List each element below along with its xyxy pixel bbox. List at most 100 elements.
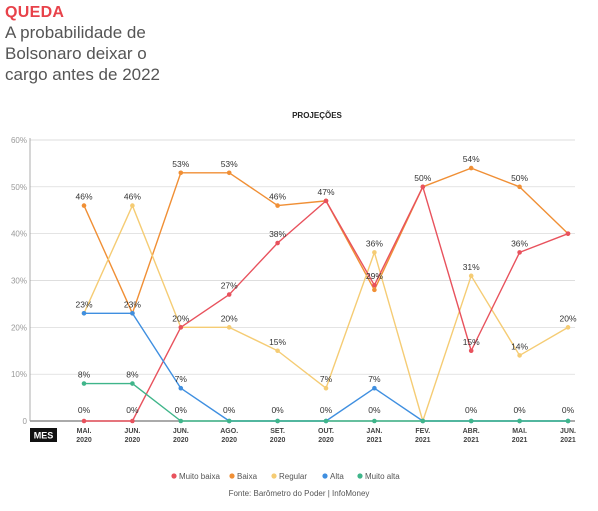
data-label: 23% (75, 299, 92, 309)
data-label: 0% (562, 405, 575, 415)
data-point-muito-baixa (468, 348, 474, 354)
chart-headline: A probabilidade de Bolsonaro deixar o ca… (5, 22, 195, 85)
headline-line-3: cargo antes de 2022 (5, 65, 161, 84)
series-group (81, 165, 571, 424)
data-point-muito-baixa (323, 198, 329, 204)
data-label: 31% (463, 262, 480, 272)
data-point-regular (372, 250, 377, 255)
x-tick-label: OUT. 2020 (318, 428, 334, 444)
data-label: 0% (465, 405, 478, 415)
data-point-baixa (178, 170, 184, 176)
y-tick-label: 10% (11, 370, 27, 379)
data-label: 38% (269, 229, 286, 239)
data-label: 0% (368, 405, 381, 415)
data-point-muito-baixa (565, 231, 571, 236)
data-label: 7% (175, 374, 188, 384)
data-point-muito-alta (565, 418, 571, 424)
data-point-baixa (275, 203, 280, 208)
data-point-regular (275, 348, 280, 354)
legend-swatch (171, 473, 177, 479)
data-point-muito-baixa (275, 240, 280, 246)
data-point-baixa (517, 184, 522, 190)
legend-label: Muito baixa (179, 472, 220, 481)
data-point-muito-alta (517, 418, 522, 424)
source-note: Fonte: Barômetro do Poder | InfoMoney (228, 489, 370, 498)
y-axis-ticks: 0 10% 20% 30% 40% 50% 60% (11, 136, 28, 426)
data-point-muito-baixa (420, 184, 426, 190)
chart-kicker: QUEDA (5, 4, 65, 21)
data-label: 29% (366, 271, 383, 281)
data-label: 20% (559, 313, 576, 323)
data-label: 0% (175, 405, 188, 415)
data-label: 36% (511, 238, 528, 248)
x-tick-label: SET. 2020 (270, 428, 286, 444)
data-point-muito-alta (130, 381, 135, 386)
legend-label: Muito alta (365, 472, 400, 481)
legend-swatch (322, 473, 328, 479)
data-point-muito-alta (81, 381, 87, 386)
data-label: 53% (172, 159, 189, 169)
data-point-muito-alta (323, 418, 329, 424)
data-label: 8% (78, 370, 91, 380)
x-tick-label: FEV. 2021 (415, 428, 431, 444)
data-label: 14% (511, 341, 528, 351)
data-label: 8% (126, 370, 139, 380)
data-label: 0% (223, 405, 236, 415)
data-point-regular (226, 325, 232, 330)
data-label: 0% (513, 405, 526, 415)
x-tick-label: MAI. 2021 (512, 428, 528, 444)
x-tick-label: JUN. 2020 (124, 428, 140, 444)
data-point-regular (565, 325, 571, 330)
y-tick-label: 40% (11, 230, 27, 239)
data-point-regular (517, 353, 522, 358)
data-point-alta (130, 310, 135, 316)
legend-label: Baixa (237, 472, 258, 481)
data-point-muito-alta (420, 418, 426, 424)
data-point-muito-baixa (81, 418, 87, 424)
data-label: 46% (124, 192, 141, 202)
data-point-baixa (372, 287, 377, 293)
data-point-muito-baixa (178, 325, 184, 330)
headline-line-1: A probabilidade de (5, 23, 146, 42)
data-label: 46% (75, 192, 92, 202)
data-label: 46% (269, 192, 286, 202)
data-point-baixa (81, 203, 87, 208)
data-label: 50% (414, 173, 431, 183)
data-point-muito-alta (178, 418, 184, 424)
series-line-muito-baixa (84, 186, 569, 422)
data-point-regular (468, 273, 474, 279)
data-label: 15% (463, 337, 480, 347)
data-point-muito-baixa (130, 418, 135, 424)
data-point-muito-alta (275, 418, 280, 424)
data-label: 27% (221, 281, 238, 291)
data-label: 54% (463, 154, 480, 164)
data-label: 50% (511, 173, 528, 183)
data-point-regular (323, 385, 329, 391)
data-label: 0% (126, 405, 139, 415)
data-point-alta (81, 310, 87, 316)
data-label: 7% (320, 374, 333, 384)
chart-title: PROJEÇÕES (292, 111, 342, 120)
x-tick-label: ABR. 2021 (463, 428, 480, 444)
legend-swatch (271, 473, 277, 479)
x-tick-label: JUN. 2020 (173, 428, 189, 444)
x-axis-label: MES (34, 431, 54, 441)
data-label: 0% (320, 405, 333, 415)
data-point-muito-alta (372, 418, 377, 424)
data-point-baixa (226, 170, 232, 176)
data-point-muito-baixa (517, 250, 522, 255)
data-point-muito-baixa (226, 292, 232, 297)
data-label: 7% (368, 374, 381, 384)
data-point-regular (130, 203, 135, 208)
x-tick-label: MAI. 2020 (76, 428, 92, 444)
x-axis-label-background (30, 428, 57, 442)
x-axis-ticks: MAI. 2020 JUN. 2020 JUN. 2020 AGO. 2020 SET. 2020… (76, 428, 576, 444)
data-labels: 0% 0% 20% 27% 38% 47% 29% 50% 15% 36% 46% 53% 53% 46%… (75, 154, 576, 415)
data-label: 15% (269, 337, 286, 347)
legend-label: Alta (330, 472, 344, 481)
data-point-baixa (468, 165, 474, 171)
x-tick-label: JAN. 2021 (366, 428, 382, 444)
data-point-alta (178, 385, 184, 391)
data-label: 20% (172, 313, 189, 323)
